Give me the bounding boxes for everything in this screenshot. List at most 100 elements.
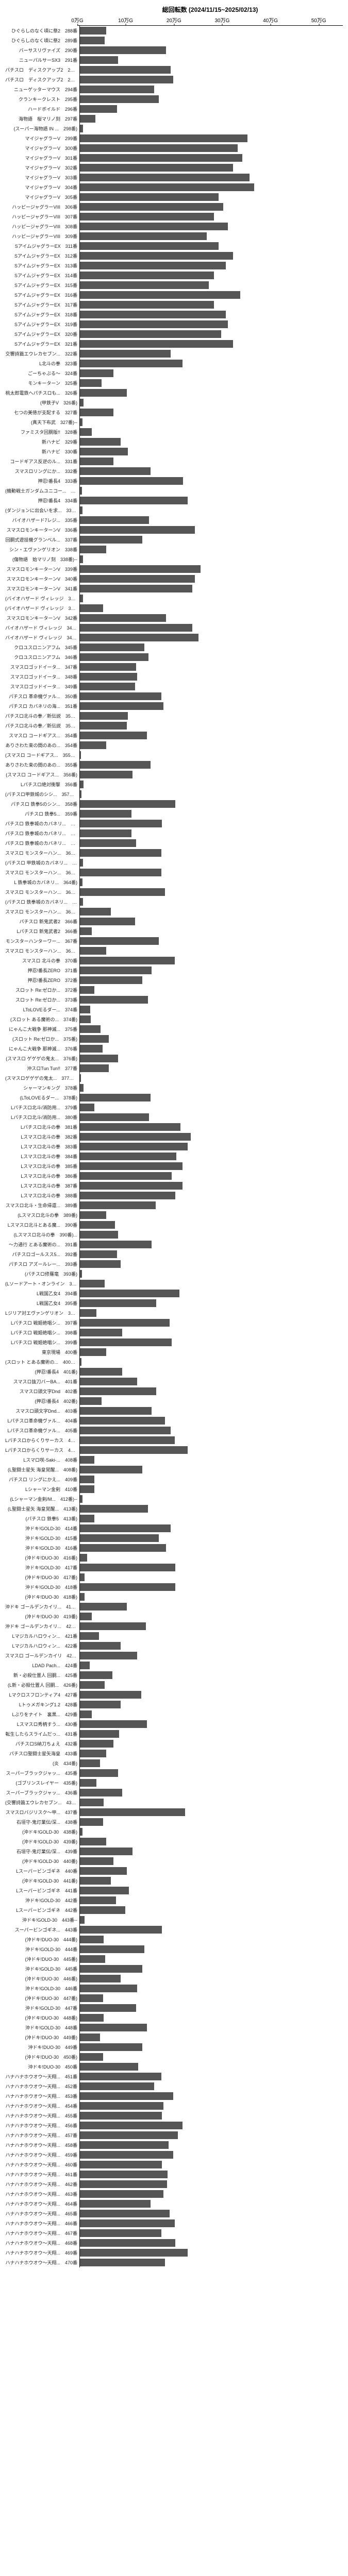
row-label: 新・必殺仕置人 回胴... 425番: [5, 1672, 79, 1679]
bar-area: [79, 1122, 343, 1132]
bar-area: [79, 897, 343, 907]
bar-area: [79, 310, 343, 319]
bar: [80, 320, 228, 328]
bar-area: [79, 525, 343, 535]
axis-tick: 20万G: [167, 16, 181, 24]
chart-row: SアイムジャグラーEX 319番: [5, 319, 343, 329]
bar: [80, 1025, 101, 1033]
bar: [80, 1857, 113, 1865]
row-label: バイオハザード7レジ... 335番: [5, 517, 79, 523]
chart-row: Lスマスロ北斗の拳 384番: [5, 1151, 343, 1161]
row-label: スマスロ頭文字Dnd... 403番: [5, 1408, 79, 1414]
bar: [80, 448, 128, 455]
row-label: ハナハナホウオウ～天翔... 469番: [5, 2249, 79, 2256]
chart-row: スマスロゴッドイータ... 348番: [5, 672, 343, 682]
chart-row: ハナハナホウオウ～天翔... 452番: [5, 2081, 343, 2091]
chart-row: スマスロモンキーターンV 340番: [5, 574, 343, 584]
row-label: ハナハナホウオウ～天翔... 466番: [5, 2220, 79, 2227]
bar-area: [79, 1024, 343, 1034]
chart-row: スマスロモンキーターンV 336番: [5, 525, 343, 535]
bar: [80, 1094, 151, 1101]
bar: [80, 1818, 103, 1826]
chart-row: (L新・必殺仕置人 回胴... 426番): [5, 1680, 343, 1690]
row-label: (スマスロゲゲゲの鬼太... 377番)--: [5, 1075, 79, 1081]
chart-row: 押忍!番長ZERO 372番: [5, 975, 343, 985]
chart-row: (バイオハザード ヴィレッジ 341番)--: [5, 594, 343, 603]
row-label: ハナハナホウオウ～天翔... 462番: [5, 2181, 79, 2188]
row-label: (沖ドキ!DUO-30 449番): [5, 2034, 79, 2041]
row-label: スマスロ モンスターハン... 366番: [5, 908, 79, 915]
chart-row: 石垣守‐鬼灯業伝/深... 438番: [5, 1817, 343, 1827]
bar: [80, 379, 102, 387]
bar-area: [79, 1249, 343, 1259]
bar-area: [79, 388, 343, 398]
chart-row: SアイムジャグラーEX 321番: [5, 339, 343, 349]
bar-area: [79, 1132, 343, 1142]
bar-area: [79, 45, 343, 55]
bar-area: [79, 789, 343, 799]
bar: [80, 1975, 121, 1982]
chart-row: SアイムジャグラーEX 315番: [5, 280, 343, 290]
bar-area: [79, 1151, 343, 1161]
bar: [80, 1064, 109, 1072]
chart-title: 総回転数 (2024/11/15~2025/02/13): [77, 5, 343, 14]
chart-row: スマスロ頭文字Dnd... 403番: [5, 1406, 343, 1416]
bar-area: [79, 1073, 343, 1083]
bar: [80, 1965, 142, 1973]
bar-area: [79, 486, 343, 496]
bar-area: [79, 1827, 343, 1837]
bar: [80, 1652, 137, 1659]
chart-row: ハナハナホウオウ～天翔... 465番: [5, 2209, 343, 2218]
bar-area: [79, 1856, 343, 1866]
row-label: スーパーブラックジャッ... 435番: [5, 1770, 79, 1776]
bar: [80, 1896, 116, 1904]
row-label: Lシャーマン金剣 410番: [5, 1486, 79, 1493]
bar: [80, 2249, 188, 2257]
chart-row: 沖ドキ!GOLD-30 417番: [5, 1563, 343, 1572]
chart-row: シャーマンキング 378番: [5, 1083, 343, 1093]
bar: [80, 947, 106, 955]
bar: [80, 526, 195, 534]
chart-row: ハナハナホウオウ～天翔... 456番: [5, 2121, 343, 2130]
chart-row: Lパチスロ北斗/消防用... 380番: [5, 1112, 343, 1122]
bar: [80, 2063, 138, 2071]
bar: [80, 751, 81, 759]
row-label: 押忍!番長4 334番: [5, 497, 79, 504]
bar-area: [79, 819, 343, 828]
row-label: スーパービンゴギネ... 443番: [5, 1926, 79, 1933]
bar-area: [79, 173, 343, 182]
row-label: (沖ドキ!DUO-30 445番): [5, 1956, 79, 1962]
chart-row: Lスマスロ北斗とある魔... 390番: [5, 1220, 343, 1230]
chart-rows: ひぐらしのなく頃に祭2 288番ひぐらしのなく頃に祭2 289番バーサスリヴァイ…: [5, 26, 343, 2267]
bar: [80, 1270, 82, 1278]
bar-area: [79, 917, 343, 926]
chart-row: L戦国乙女4 395番: [5, 1298, 343, 1308]
bar: [80, 134, 247, 142]
bar-area: [79, 584, 343, 594]
chart-row: (ダンジョンに出会いを求... 334番)--: [5, 505, 343, 515]
bar: [80, 1427, 171, 1434]
bar: [80, 418, 82, 426]
chart-row: スマスロ コードギアス... 354番: [5, 731, 343, 740]
row-label: (沖ドキ!DUO-30 447番): [5, 1995, 79, 2002]
bar-area: [79, 2209, 343, 2218]
row-label: (パチスロ 鉄拳城のカバネリ... 365番): [5, 899, 79, 905]
chart-row: Lスマスロ北斗の拳 388番: [5, 1191, 343, 1200]
chart-row: スマスロ モンスターハン... 363番: [5, 848, 343, 858]
row-label: L戦国乙女4 394番: [5, 1290, 79, 1297]
bar-area: [79, 535, 343, 545]
bar-area: [79, 682, 343, 691]
chart-row: SアイムジャグラーEX 316番: [5, 290, 343, 300]
row-label: ありさわた束の間のあの... 355番: [5, 761, 79, 768]
bar-area: [79, 574, 343, 584]
bar-area: [79, 339, 343, 349]
row-label: スマスロゴッドイータ... 348番: [5, 673, 79, 680]
bar: [80, 781, 84, 788]
bar: [80, 1348, 106, 1356]
bar-area: [79, 1181, 343, 1191]
bar: [80, 1848, 132, 1855]
bar: [80, 477, 183, 485]
bar-area: [79, 1455, 343, 1465]
chart-row: ハナハナホウオウ～天翔... 462番: [5, 2179, 343, 2189]
chart-row: ハナハナホウオウ～天翔... 469番: [5, 2248, 343, 2258]
